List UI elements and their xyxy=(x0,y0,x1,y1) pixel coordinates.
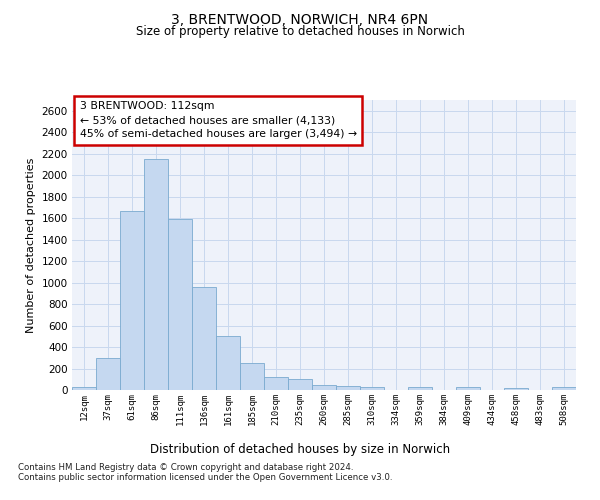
Text: Distribution of detached houses by size in Norwich: Distribution of detached houses by size … xyxy=(150,442,450,456)
Bar xyxy=(168,219,192,390)
Text: 3 BRENTWOOD: 112sqm
← 53% of detached houses are smaller (4,133)
45% of semi-det: 3 BRENTWOOD: 112sqm ← 53% of detached ho… xyxy=(80,102,356,140)
Bar xyxy=(336,386,360,390)
Bar xyxy=(288,380,312,390)
Bar xyxy=(72,388,96,390)
Text: Size of property relative to detached houses in Norwich: Size of property relative to detached ho… xyxy=(136,25,464,38)
Bar xyxy=(144,159,168,390)
Y-axis label: Number of detached properties: Number of detached properties xyxy=(26,158,36,332)
Text: Contains public sector information licensed under the Open Government Licence v3: Contains public sector information licen… xyxy=(18,474,392,482)
Bar xyxy=(312,384,336,390)
Bar xyxy=(456,388,480,390)
Bar xyxy=(360,388,384,390)
Bar xyxy=(504,388,528,390)
Bar xyxy=(120,210,144,390)
Bar xyxy=(264,377,288,390)
Bar xyxy=(216,336,240,390)
Bar xyxy=(552,388,576,390)
Text: Contains HM Land Registry data © Crown copyright and database right 2024.: Contains HM Land Registry data © Crown c… xyxy=(18,464,353,472)
Bar xyxy=(408,387,432,390)
Bar xyxy=(96,358,120,390)
Bar xyxy=(240,363,264,390)
Text: 3, BRENTWOOD, NORWICH, NR4 6PN: 3, BRENTWOOD, NORWICH, NR4 6PN xyxy=(172,12,428,26)
Bar xyxy=(192,287,216,390)
